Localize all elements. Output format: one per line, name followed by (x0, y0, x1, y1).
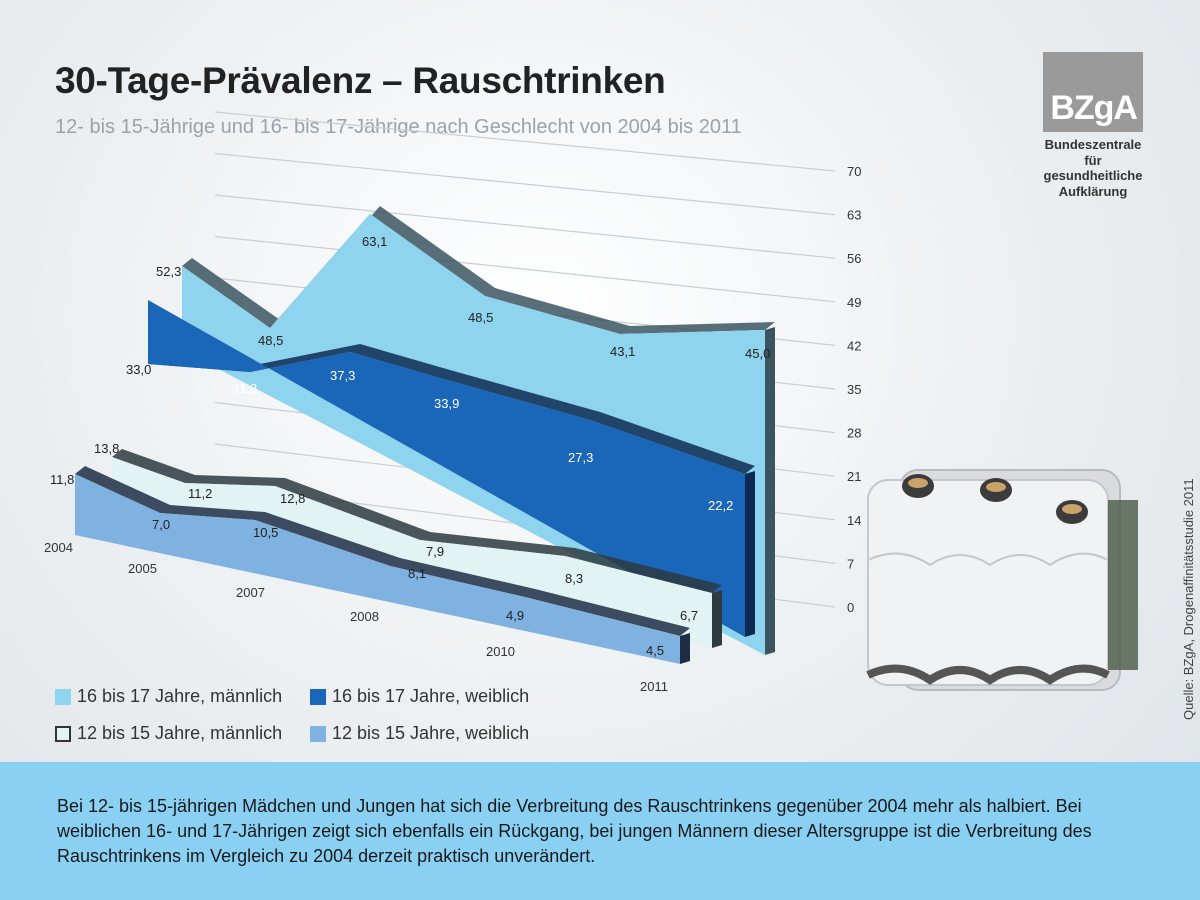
legend-label: 12 bis 15 Jahre, männlich (77, 723, 283, 743)
legend-item-m1215: 12 bis 15 Jahre, männlich (55, 723, 282, 744)
data-label: 7,9 (426, 544, 444, 559)
data-label: 31,3 (232, 381, 257, 396)
data-label: 8,3 (565, 571, 583, 586)
data-label: 33,9 (434, 396, 459, 411)
area-top-edge (112, 449, 722, 593)
y-tick-label: 35 (847, 382, 861, 397)
data-label: 4,9 (506, 608, 524, 623)
y-tick-label: 0 (847, 600, 854, 615)
legend-label: 12 bis 15 Jahre, weiblich (332, 723, 530, 743)
x-tick-label: 2007 (236, 585, 265, 600)
area-side-face (745, 471, 755, 637)
bzga-logo: BZgA (1043, 52, 1143, 132)
data-label: 7,0 (152, 517, 170, 532)
data-label: 4,5 (646, 643, 664, 658)
chart-subtitle: 12- bis 15-Jährige und 16- bis 17-Jährig… (55, 116, 742, 138)
data-label: 22,2 (708, 498, 733, 513)
area-side-face (765, 327, 775, 655)
data-label: 8,1 (408, 566, 426, 581)
legend-swatch (310, 688, 326, 705)
y-tick-label: 70 (847, 164, 861, 179)
y-tick-label: 28 (847, 426, 861, 441)
logo-caption: Bundeszentrale für gesundheitliche Aufkl… (1030, 137, 1156, 199)
data-label: 6,7 (680, 608, 698, 623)
legend-swatch (55, 688, 71, 705)
gridline (214, 111, 836, 172)
x-tick-label: 2011 (640, 679, 668, 694)
legend-item-w1215: 12 bis 15 Jahre, weiblich (310, 723, 529, 744)
area-chart: 0 7 14 21 28 35 42 49 56 63 70 52,3 48,5 63,1 48,5 43,… (44, 111, 1138, 694)
y-tick-label: 21 (847, 469, 861, 484)
data-label: 11,2 (188, 486, 212, 501)
area-side-face (680, 633, 690, 664)
data-label: 45,0 (745, 346, 770, 361)
data-label: 11,8 (50, 472, 74, 487)
gridline (214, 235, 836, 303)
legend-swatch (55, 725, 71, 742)
logo-caption-line: Aufklärung (1058, 183, 1128, 199)
y-tick-label: 63 (847, 208, 861, 223)
summary-text: Bei 12- bis 15-jährigen Mädchen und Jung… (57, 796, 1092, 866)
y-tick-label: 42 (847, 338, 861, 353)
gridline (214, 194, 836, 259)
series-3 (75, 466, 690, 664)
data-label: 13,8 (94, 441, 119, 456)
legend-item-m1617: 16 bis 17 Jahre, männlich (55, 686, 282, 707)
chart-title: 30-Tage-Prävalenz – Rauschtrinken (55, 60, 666, 101)
summary-panel: Bei 12- bis 15-jährigen Mädchen und Jung… (0, 762, 1200, 900)
legend-item-w1617: 16 bis 17 Jahre, weiblich (310, 686, 529, 707)
logo-caption-line: Bundeszentrale (1044, 137, 1142, 152)
data-label: 37,3 (330, 368, 355, 383)
data-label: 52,3 (156, 264, 181, 279)
y-tick-label: 7 (847, 556, 854, 571)
area-side-face (712, 590, 722, 648)
x-tick-label: 2008 (350, 609, 379, 624)
y-tick-label: 49 (847, 295, 861, 310)
data-label: 63,1 (362, 234, 387, 249)
y-tick-label: 56 (847, 251, 861, 266)
legend-swatch (310, 725, 326, 742)
area-front-face (148, 300, 745, 637)
data-label: 12,8 (280, 491, 305, 506)
data-label: 48,5 (468, 310, 493, 325)
data-label: 48,5 (258, 333, 283, 348)
x-tick-label: 2005 (128, 561, 157, 576)
data-label: 33,0 (126, 362, 151, 377)
logo-caption-line: für (1084, 152, 1102, 168)
gridline (214, 152, 836, 216)
legend-label: 16 bis 17 Jahre, männlich (77, 686, 283, 706)
area-top-edge (75, 466, 690, 636)
legend-label: 16 bis 17 Jahre, weiblich (332, 686, 530, 706)
logo-text: BZgA (1050, 89, 1138, 127)
data-label: 10,5 (253, 525, 278, 540)
logo-caption-line: gesundheitliche (1043, 168, 1143, 183)
series-1 (148, 300, 755, 637)
x-tick-label: 2010 (486, 644, 515, 659)
data-label: 27,3 (568, 450, 593, 465)
y-tick-label: 14 (847, 513, 861, 528)
area-front-face (75, 474, 680, 664)
data-label: 43,1 (610, 344, 635, 359)
source-note: Quelle: BZgA, Drogenaffinitätsstudie 201… (1181, 478, 1196, 720)
bottle-pack-illustration (866, 469, 1138, 691)
x-tick-label: 2004 (44, 540, 73, 555)
